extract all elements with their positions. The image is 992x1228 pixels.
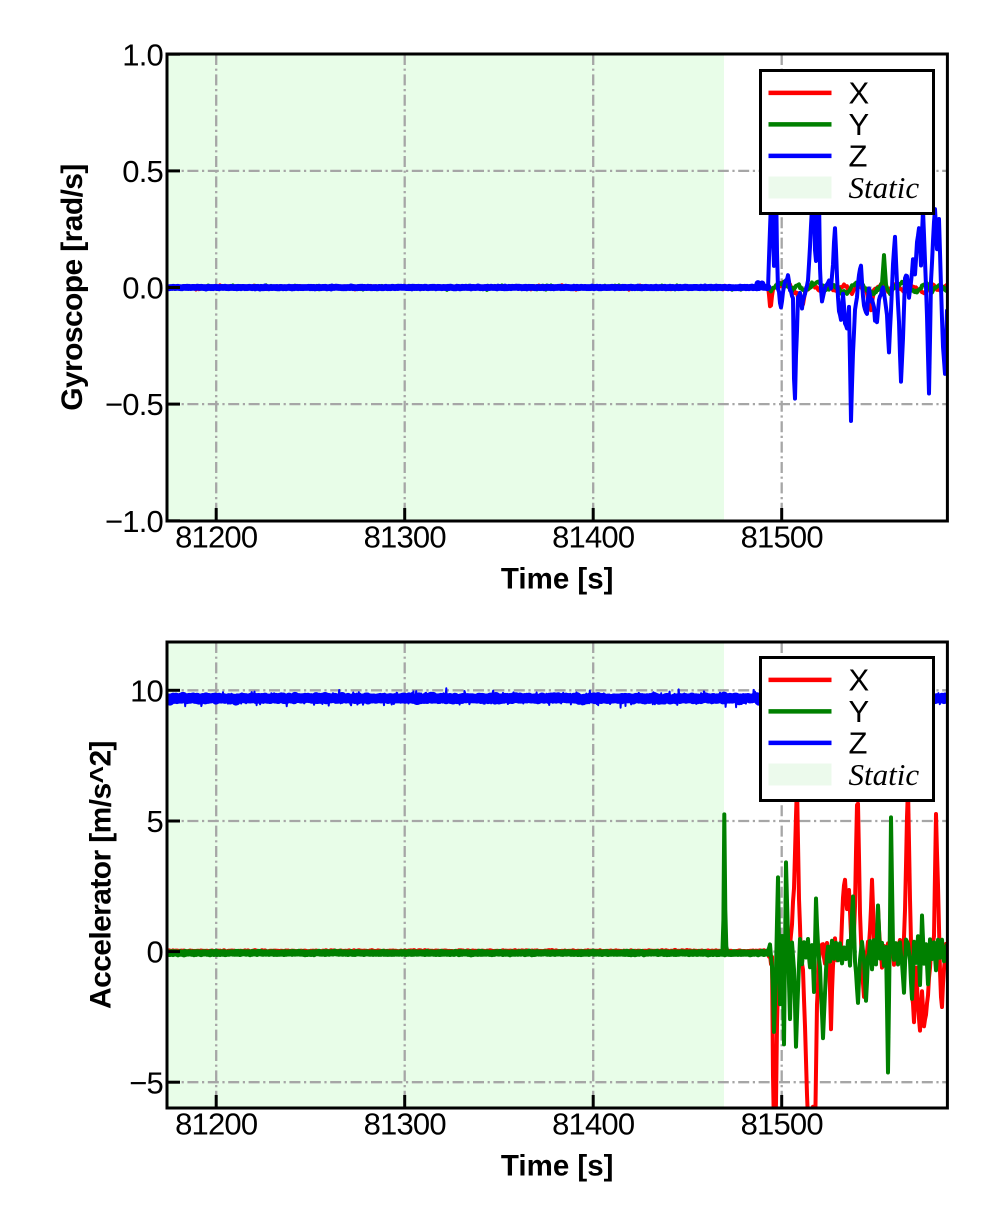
svg-text:81400: 81400 [552,520,635,555]
svg-text:−0.5: −0.5 [105,387,163,422]
svg-text:Time [s]: Time [s] [501,563,614,596]
svg-text:5: 5 [147,804,163,839]
svg-text:X: X [849,662,870,697]
svg-text:Z: Z [849,138,868,173]
svg-text:Accelerator [m/s^2]: Accelerator [m/s^2] [85,741,118,1009]
svg-text:−5: −5 [129,1065,163,1100]
svg-text:Z: Z [849,725,868,760]
svg-text:Y: Y [849,694,870,729]
svg-text:81400: 81400 [552,1107,635,1142]
svg-text:0: 0 [147,935,164,970]
svg-text:81200: 81200 [175,1107,258,1142]
svg-text:Y: Y [849,107,870,142]
svg-text:81300: 81300 [364,1107,447,1142]
svg-text:1.0: 1.0 [122,37,163,72]
svg-text:81300: 81300 [364,520,447,555]
svg-text:Static: Static [849,757,920,792]
svg-text:Static: Static [849,170,920,205]
svg-text:−1.0: −1.0 [105,504,164,539]
svg-text:81500: 81500 [741,520,824,555]
svg-text:0.5: 0.5 [122,154,163,189]
svg-text:81500: 81500 [741,1107,824,1142]
svg-text:81200: 81200 [175,520,258,555]
svg-text:10: 10 [130,673,163,708]
svg-text:X: X [849,75,870,110]
svg-text:0.0: 0.0 [122,271,163,306]
svg-text:Time [s]: Time [s] [501,1150,614,1183]
svg-text:Gyroscope [rad/s]: Gyroscope [rad/s] [56,164,89,411]
